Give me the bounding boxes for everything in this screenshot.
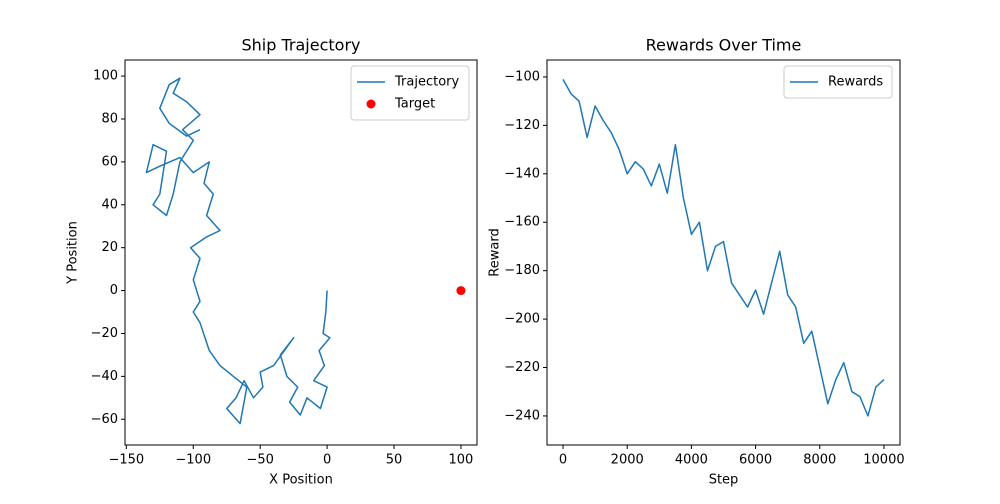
x-tick-label: −150	[108, 453, 144, 468]
y-tick-label: 20	[101, 240, 118, 255]
legend-label: Trajectory	[394, 75, 459, 90]
x-tick-label: 0	[323, 453, 331, 468]
x-tick-label: 10000	[863, 453, 904, 468]
y-tick-label: 40	[101, 197, 118, 212]
line-series	[145, 77, 331, 425]
y-tick-label: −60	[91, 412, 118, 427]
y-tick-label: −120	[504, 118, 540, 133]
chart-title: Rewards Over Time	[646, 36, 802, 55]
x-tick-label: 100	[449, 453, 474, 468]
legend-label: Target	[394, 97, 435, 112]
y-tick-label: −100	[504, 69, 540, 84]
legend-box	[350, 65, 470, 121]
x-tick-label: 0	[559, 453, 567, 468]
target-point	[456, 286, 466, 296]
legend-box	[783, 65, 893, 99]
x-tick-label: 6000	[739, 453, 772, 468]
x-tick-label: 2000	[611, 453, 644, 468]
y-axis-label: Reward	[488, 228, 503, 276]
axes-frame	[546, 59, 901, 446]
chart-title: Ship Trajectory	[242, 36, 361, 55]
y-tick-label: −220	[504, 360, 540, 375]
x-axis-label: Step	[709, 473, 739, 488]
x-tick-label: 50	[386, 453, 403, 468]
y-tick-label: −20	[91, 326, 118, 341]
line-series	[562, 79, 885, 417]
axes-frame	[124, 59, 478, 446]
legend-marker	[366, 99, 376, 109]
y-tick-label: −140	[504, 166, 540, 181]
y-tick-label: 80	[101, 111, 118, 126]
y-tick-label: −180	[504, 263, 540, 278]
plot-area	[562, 79, 885, 417]
y-axis-label: Y Position	[66, 221, 81, 285]
x-tick-label: 8000	[803, 453, 836, 468]
x-axis-label: X Position	[269, 473, 333, 488]
y-tick-label: 0	[110, 283, 118, 298]
y-tick-label: −200	[504, 312, 540, 327]
y-tick-label: 60	[101, 154, 118, 169]
x-tick-label: −50	[246, 453, 273, 468]
plot-area	[145, 77, 466, 425]
y-tick-label: −160	[504, 215, 540, 230]
x-tick-label: 4000	[675, 453, 708, 468]
y-tick-label: 100	[93, 69, 118, 84]
y-tick-label: −40	[91, 369, 118, 384]
y-tick-label: −240	[504, 408, 540, 423]
legend-label: Rewards	[828, 75, 883, 90]
x-tick-label: −100	[175, 453, 211, 468]
